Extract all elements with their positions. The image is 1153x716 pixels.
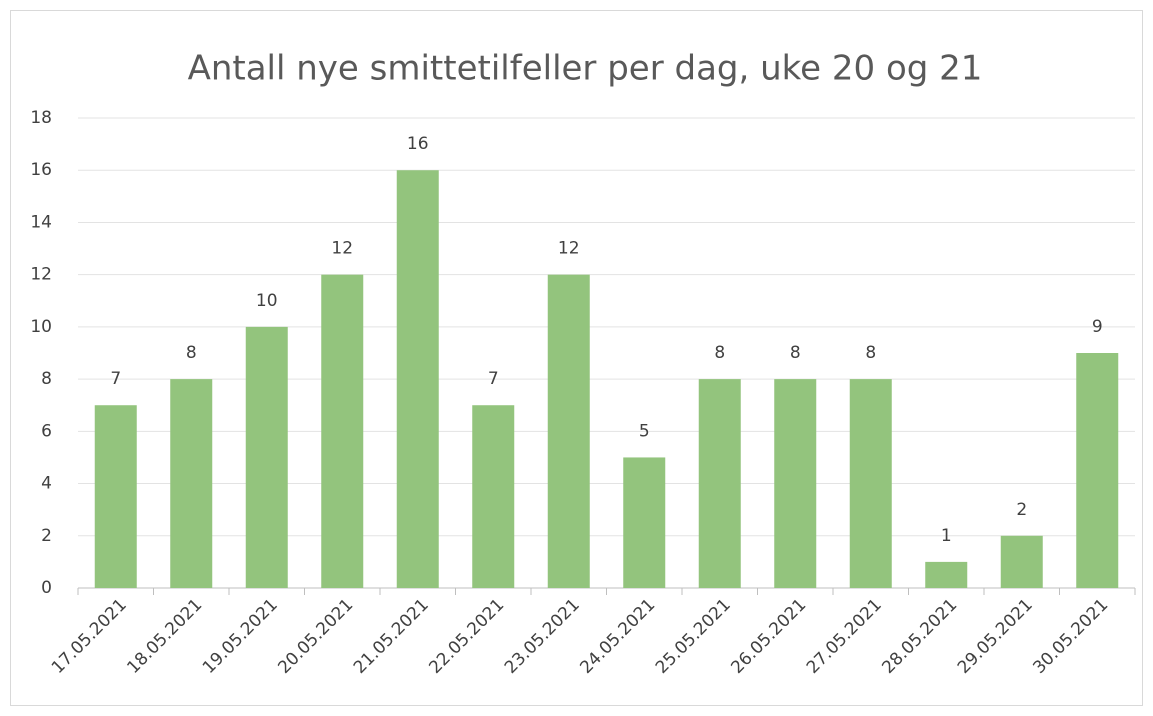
bar [472,405,515,588]
bar [774,379,817,588]
data-label: 9 [1092,317,1103,337]
y-tick-label: 10 [30,317,52,337]
y-tick-label: 2 [41,526,52,546]
data-label: 5 [639,421,650,441]
data-label: 8 [865,343,876,363]
data-label: 7 [110,369,121,389]
y-tick-label: 18 [30,108,52,128]
y-tick-label: 0 [41,578,52,598]
y-tick-label: 8 [41,369,52,389]
data-label: 12 [558,239,580,259]
y-tick-label: 12 [30,265,52,285]
data-label: 10 [256,291,278,311]
bar [698,379,741,588]
bar [925,561,968,588]
data-label: 8 [714,343,725,363]
bar [396,170,439,588]
data-label: 16 [407,134,429,154]
bar [170,379,213,588]
bar [245,326,288,588]
chart-title: Antall nye smittetilfeller per dag, uke … [188,49,983,89]
data-label: 12 [331,239,353,259]
bar [1000,535,1043,588]
y-tick-label: 14 [30,212,52,232]
bar [94,405,137,588]
bar [1076,353,1119,588]
bar [321,274,364,588]
bar [623,457,666,588]
y-tick-label: 4 [41,474,52,494]
data-label: 2 [1016,500,1027,520]
data-label: 7 [488,369,499,389]
data-label: 1 [941,526,952,546]
data-label: 8 [790,343,801,363]
data-label: 8 [186,343,197,363]
bar [849,379,892,588]
bar [547,274,590,588]
y-tick-label: 16 [30,160,52,180]
y-tick-label: 6 [41,421,52,441]
